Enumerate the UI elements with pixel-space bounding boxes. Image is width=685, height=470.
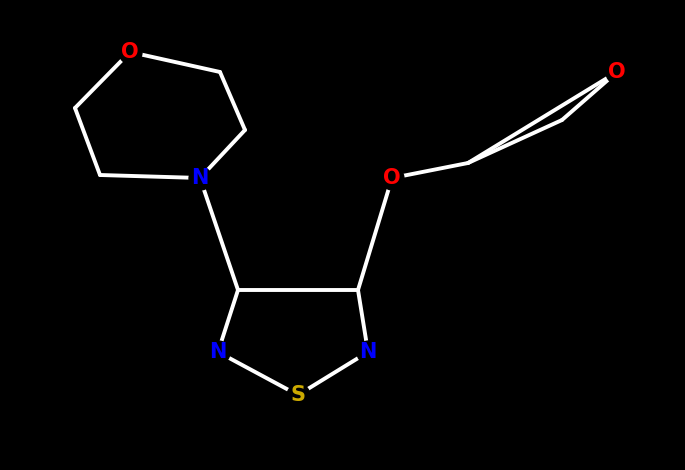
Text: O: O <box>121 42 139 62</box>
Text: N: N <box>191 168 209 188</box>
Text: O: O <box>608 62 626 82</box>
Text: O: O <box>383 168 401 188</box>
Text: N: N <box>210 342 227 362</box>
Text: S: S <box>290 385 306 405</box>
Text: N: N <box>360 342 377 362</box>
